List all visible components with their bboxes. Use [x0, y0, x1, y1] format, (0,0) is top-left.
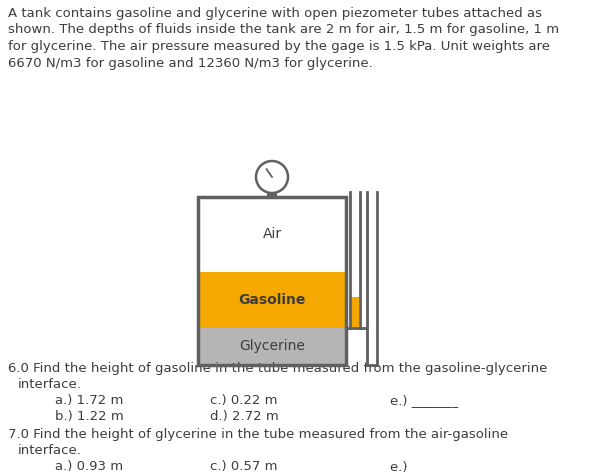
Text: 7.0 Find the height of glycerine in the tube measured from the air-gasoline: 7.0 Find the height of glycerine in the … — [8, 428, 508, 441]
Text: shown. The depths of fluids inside the tank are 2 m for air, 1.5 m for gasoline,: shown. The depths of fluids inside the t… — [8, 24, 559, 36]
Text: A tank contains gasoline and glycerine with open piezometer tubes attached as: A tank contains gasoline and glycerine w… — [8, 7, 542, 20]
Text: interface.: interface. — [18, 444, 82, 457]
Text: Glycerine: Glycerine — [239, 339, 305, 354]
Text: c.) 0.57 m: c.) 0.57 m — [210, 460, 278, 472]
Text: for glycerine. The air pressure measured by the gage is 1.5 kPa. Unit weights ar: for glycerine. The air pressure measured… — [8, 40, 550, 53]
Text: Gasoline: Gasoline — [239, 293, 306, 307]
Circle shape — [256, 161, 288, 193]
Text: Air: Air — [263, 228, 281, 242]
Bar — [198, 272, 346, 328]
Text: a.) 1.72 m: a.) 1.72 m — [55, 394, 123, 407]
Bar — [198, 197, 346, 272]
Bar — [198, 328, 346, 365]
Text: a.) 0.93 m: a.) 0.93 m — [55, 460, 123, 472]
Text: b.) 1.22 m: b.) 1.22 m — [55, 410, 124, 423]
Bar — [198, 197, 346, 365]
Text: c.) 0.22 m: c.) 0.22 m — [210, 394, 278, 407]
Text: interface.: interface. — [18, 378, 82, 391]
Text: 6.0 Find the height of gasoline in the tube measured from the gasoline-glycerine: 6.0 Find the height of gasoline in the t… — [8, 362, 548, 375]
Text: e.) _______: e.) _______ — [390, 394, 458, 407]
Text: d.) 2.72 m: d.) 2.72 m — [210, 410, 279, 423]
Text: 6670 N/m3 for gasoline and 12360 N/m3 for glycerine.: 6670 N/m3 for gasoline and 12360 N/m3 fo… — [8, 57, 373, 69]
Bar — [351, 297, 359, 328]
Bar — [267, 191, 277, 197]
Text: e.) _______: e.) _______ — [390, 460, 458, 472]
